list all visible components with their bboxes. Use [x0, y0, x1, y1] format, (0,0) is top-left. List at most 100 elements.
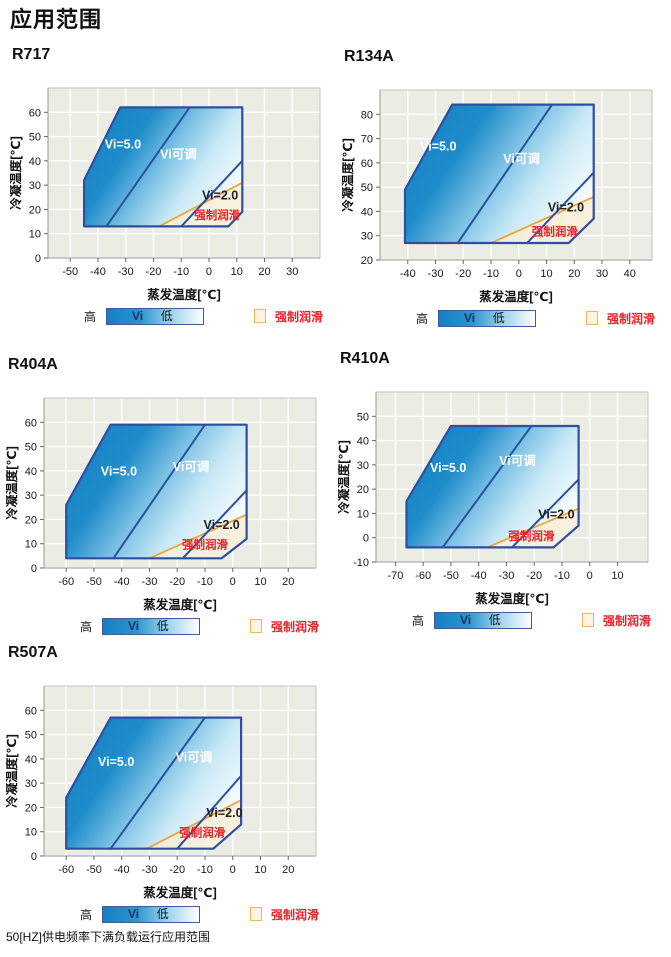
- svg-text:-70: -70: [387, 570, 403, 582]
- svg-text:-20: -20: [169, 864, 185, 876]
- chart-plot-r134a: -40 -30 -20 -10 0 10 20 30 40 20 30 40 50 60 70 80 蒸发温度[…: [342, 78, 664, 306]
- legend-high-label: 高: [412, 613, 425, 628]
- chart-title-r507a: R507A: [8, 644, 58, 661]
- svg-text:-10: -10: [197, 864, 213, 876]
- svg-text:20: 20: [357, 484, 369, 496]
- svg-text:30: 30: [286, 266, 298, 278]
- svg-text:20: 20: [29, 204, 41, 216]
- svg-text:-20: -20: [146, 266, 162, 278]
- svg-text:Vi=2.0: Vi=2.0: [538, 507, 574, 521]
- svg-text:强制润滑: 强制润滑: [194, 208, 240, 222]
- svg-text:-10: -10: [197, 576, 213, 588]
- forced-lube-swatch: [586, 311, 599, 325]
- svg-text:Vi可调: Vi可调: [503, 152, 540, 166]
- svg-text:-10: -10: [353, 557, 369, 569]
- chart-plot-r410a: -70 -60 -50 -40 -30 -20 -10 0 10 -10 0 10 20 30 40 50 蒸发…: [338, 380, 660, 608]
- svg-text:30: 30: [25, 490, 37, 502]
- legend-forced-lube-label: 强制润滑: [603, 613, 652, 628]
- legend-forced-lube-label: 强制润滑: [607, 311, 656, 326]
- svg-text:强制润滑: 强制润滑: [532, 225, 578, 239]
- svg-text:冷凝温度[℃]: 冷凝温度[℃]: [6, 734, 19, 807]
- legend-high-label: 高: [84, 309, 97, 324]
- svg-text:30: 30: [357, 460, 369, 472]
- svg-text:-40: -40: [90, 266, 106, 278]
- legend-high-label: 高: [80, 619, 93, 634]
- legend-high-label: 高: [80, 907, 93, 922]
- svg-text:20: 20: [282, 576, 294, 588]
- svg-text:50: 50: [361, 182, 373, 194]
- svg-text:Vi可调: Vi可调: [173, 460, 210, 474]
- svg-text:0: 0: [587, 570, 593, 582]
- svg-text:Vi可调: Vi可调: [499, 454, 536, 468]
- svg-text:30: 30: [361, 231, 373, 243]
- legend-vi-label: Vi: [131, 308, 144, 323]
- svg-text:50: 50: [25, 730, 37, 742]
- svg-text:0: 0: [516, 268, 522, 280]
- chart-legend: 高 Vi 低 强制润滑: [338, 611, 668, 629]
- svg-text:-50: -50: [443, 570, 459, 582]
- svg-text:10: 10: [611, 570, 623, 582]
- footnote: 50[HZ]供电频率下满负载运行应用范围: [6, 930, 211, 944]
- svg-text:-20: -20: [526, 570, 542, 582]
- svg-text:0: 0: [31, 851, 37, 863]
- svg-text:10: 10: [540, 268, 552, 280]
- chart-legend: 高 Vi 低 强制润滑: [6, 617, 336, 635]
- svg-text:Vi=2.0: Vi=2.0: [206, 806, 242, 820]
- chart-legend: 高 Vi 低 强制润滑: [342, 309, 671, 327]
- svg-text:强制润滑: 强制润滑: [508, 529, 554, 543]
- svg-text:10: 10: [254, 576, 266, 588]
- vi-gradient-bar: Vi 低: [434, 611, 533, 629]
- forced-lube-swatch: [250, 619, 263, 633]
- vi-gradient-bar: Vi 低: [102, 617, 201, 635]
- svg-text:20: 20: [282, 864, 294, 876]
- svg-text:-30: -30: [118, 266, 134, 278]
- svg-text:-50: -50: [62, 266, 78, 278]
- svg-text:40: 40: [361, 206, 373, 218]
- svg-text:40: 40: [357, 436, 369, 448]
- chart-title-r717: R717: [12, 46, 51, 63]
- chart-plot-r404a: -60 -50 -40 -30 -20 -10 0 10 20 0 10 20 30 40 50 60 蒸发温度…: [6, 386, 328, 614]
- svg-text:30: 30: [29, 180, 41, 192]
- svg-text:60: 60: [29, 107, 41, 119]
- svg-text:30: 30: [25, 778, 37, 790]
- chart-block-r404a: R404A -60 -50 -40 -30 -20 -10 0 10 20 0 10 20 30 40 50…: [6, 356, 336, 635]
- svg-text:蒸发温度[℃]: 蒸发温度[℃]: [475, 591, 548, 606]
- svg-text:-40: -40: [471, 570, 487, 582]
- svg-text:Vi=5.0: Vi=5.0: [101, 465, 137, 479]
- svg-text:-60: -60: [58, 576, 74, 588]
- svg-text:10: 10: [357, 508, 369, 520]
- svg-text:-30: -30: [142, 576, 158, 588]
- svg-text:50: 50: [357, 411, 369, 423]
- svg-text:0: 0: [230, 576, 236, 588]
- svg-text:40: 40: [29, 156, 41, 168]
- svg-text:Vi=5.0: Vi=5.0: [98, 755, 134, 769]
- svg-text:0: 0: [31, 563, 37, 575]
- svg-text:40: 40: [25, 466, 37, 478]
- svg-text:-60: -60: [58, 864, 74, 876]
- svg-text:-10: -10: [173, 266, 189, 278]
- chart-legend: 高 Vi 低 强制润滑: [10, 307, 340, 325]
- svg-text:-60: -60: [415, 570, 431, 582]
- svg-text:0: 0: [363, 533, 369, 545]
- svg-text:冷凝温度[℃]: 冷凝温度[℃]: [338, 440, 351, 513]
- chart-plot-r717: -50 -40 -30 -20 -10 0 10 20 30 0 10 20 30 40 50 60 蒸发温度[…: [10, 76, 332, 304]
- svg-text:-50: -50: [86, 864, 102, 876]
- vi-gradient-bar: Vi 低: [438, 309, 537, 327]
- svg-text:Vi=2.0: Vi=2.0: [202, 189, 238, 203]
- svg-text:0: 0: [35, 253, 41, 265]
- svg-text:60: 60: [361, 158, 373, 170]
- svg-text:0: 0: [230, 864, 236, 876]
- chart-legend: 高 Vi 低 强制润滑: [6, 905, 336, 923]
- chart-title-r134a: R134A: [344, 48, 394, 65]
- svg-text:40: 40: [25, 754, 37, 766]
- svg-text:Vi可调: Vi可调: [160, 147, 197, 161]
- svg-text:蒸发温度[℃]: 蒸发温度[℃]: [143, 597, 216, 612]
- svg-text:10: 10: [29, 229, 41, 241]
- svg-text:70: 70: [361, 134, 373, 146]
- chart-block-r507a: R507A -60 -50 -40 -30 -20 -10 0 10 20 0 10 20 30 40 50…: [6, 644, 336, 923]
- svg-text:-50: -50: [86, 576, 102, 588]
- svg-text:-40: -40: [114, 576, 130, 588]
- svg-text:强制润滑: 强制润滑: [182, 538, 228, 552]
- chart-title-r404a: R404A: [8, 356, 58, 373]
